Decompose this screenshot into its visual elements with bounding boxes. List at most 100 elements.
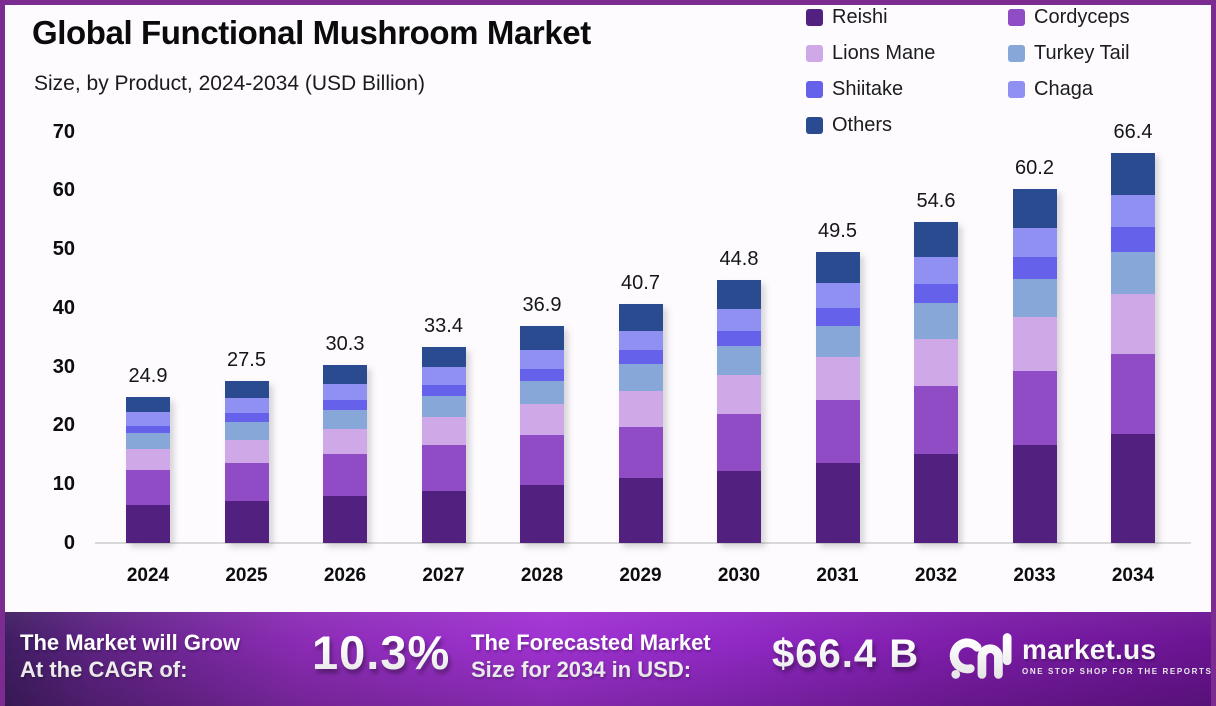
- y-axis-tick-0: 0: [63, 532, 75, 554]
- bar-segment-2028-reishi: [520, 484, 564, 543]
- bar-value-label-2030: 44.8: [719, 247, 759, 270]
- bar-value-label-2028: 36.9: [522, 294, 562, 317]
- bar-segment-2031-turkey-tail: [815, 325, 860, 358]
- bar-2029: [618, 303, 663, 543]
- bar-segment-2024-others: [126, 396, 170, 413]
- bar-segment-2026-lions-mane: [323, 429, 367, 455]
- bar-segment-2034-chaga: [1111, 195, 1155, 227]
- bar-segment-2027-chaga: [421, 367, 466, 385]
- bar-segment-2030-cordyceps: [717, 413, 761, 472]
- bar-segment-2026-chaga: [323, 383, 367, 400]
- bar-segment-2024-reishi: [126, 504, 170, 543]
- bar-2026: [323, 364, 367, 543]
- bar-segment-2032-lions-mane: [914, 338, 958, 387]
- legend-item-lions-mane: Lions Mane: [806, 42, 1008, 65]
- legend-item-turkey-tail: Turkey Tail: [1008, 42, 1130, 65]
- x-axis-label-2032: 2032: [914, 565, 958, 586]
- bar-segment-2031-others: [815, 252, 860, 284]
- legend-swatch-icon: [806, 45, 823, 62]
- y-axis-tick-30: 30: [52, 355, 75, 378]
- x-axis-label-2025: 2025: [225, 565, 268, 586]
- bar-segment-2025-others: [224, 381, 269, 399]
- bar-segment-2029-shiitake: [618, 350, 663, 365]
- bar-segment-2032-shiitake: [914, 283, 958, 304]
- bar-segment-2029-cordyceps: [618, 426, 663, 479]
- bar-value-label-2032: 54.6: [916, 190, 956, 213]
- x-axis-label-2031: 2031: [816, 565, 859, 586]
- bar-segment-2029-turkey-tail: [618, 364, 663, 392]
- brand-name: market.us: [1022, 633, 1157, 665]
- bar-segment-2030-turkey-tail: [717, 346, 761, 375]
- footer-banner: The Market will Grow At the CAGR of: 10.…: [0, 612, 1216, 706]
- bar-2031: [815, 252, 860, 543]
- bar-segment-2028-cordyceps: [520, 435, 564, 485]
- legend-item-cordyceps: Cordyceps: [1008, 6, 1130, 29]
- bar-segment-2029-others: [618, 303, 663, 331]
- x-axis-label-2034: 2034: [1111, 565, 1155, 586]
- legend-label: Reishi: [832, 6, 888, 28]
- bar-value-label-2034: 66.4: [1113, 120, 1153, 143]
- bar-2028: [520, 326, 564, 543]
- bar-2032: [914, 222, 958, 543]
- x-axis-label-2026: 2026: [323, 565, 367, 586]
- bar-segment-2028-others: [520, 326, 564, 350]
- bar-segment-2024-lions-mane: [126, 449, 170, 470]
- bar-value-label-2029: 40.7: [621, 271, 660, 294]
- bar-segment-2024-shiitake: [126, 425, 170, 434]
- bar-segment-2032-chaga: [914, 257, 958, 284]
- legend-item-shiitake: Shiitake: [806, 78, 1008, 101]
- legend-label: Others: [832, 114, 893, 136]
- bar-segment-2034-reishi: [1111, 433, 1155, 543]
- bar-2033: [1012, 189, 1057, 543]
- bar-segment-2027-reishi: [421, 490, 466, 543]
- bar-segment-2025-lions-mane: [224, 439, 269, 463]
- forecast-label-line2: Size for 2034 in USD:: [471, 657, 692, 682]
- x-axis-label-2027: 2027: [422, 565, 465, 586]
- bar-2025: [224, 381, 269, 543]
- cagr-label-line2: At the CAGR of:: [20, 657, 188, 682]
- bar-2024: [126, 396, 170, 543]
- bar-segment-2027-others: [421, 346, 466, 368]
- bar-segment-2024-chaga: [126, 412, 170, 426]
- bar-segment-2030-reishi: [717, 471, 761, 543]
- bar-segment-2033-cordyceps: [1012, 370, 1057, 445]
- bar-segment-2030-chaga: [717, 308, 761, 331]
- bar-segment-2032-turkey-tail: [914, 303, 958, 339]
- bar-segment-2031-chaga: [815, 283, 860, 308]
- chart-legend: Reishi Cordyceps Lions Mane Turkey Tail Shii…: [806, 6, 1130, 137]
- bar-segment-2032-others: [914, 222, 958, 258]
- bar-segment-2029-lions-mane: [618, 391, 663, 427]
- bar-segment-2032-reishi: [914, 454, 958, 543]
- x-axis-label-2029: 2029: [619, 565, 662, 586]
- legend-item-chaga: Chaga: [1008, 78, 1130, 101]
- x-axis-label-2028: 2028: [520, 565, 564, 586]
- y-axis-tick-60: 60: [52, 179, 75, 202]
- bar-segment-2025-shiitake: [224, 413, 269, 422]
- bar-segment-2030-others: [717, 279, 761, 309]
- bar-segment-2028-lions-mane: [520, 404, 564, 436]
- page-title: Global Functional Mushroom Market: [32, 14, 591, 51]
- bar-segment-2027-lions-mane: [421, 417, 466, 446]
- bar-segment-2034-cordyceps: [1111, 353, 1155, 434]
- legend-label: Lions Mane: [832, 42, 936, 64]
- bar-segment-2025-chaga: [224, 398, 269, 414]
- bar-segment-2025-turkey-tail: [224, 421, 269, 440]
- bar-segment-2026-shiitake: [323, 399, 367, 410]
- legend-label: Chaga: [1034, 78, 1093, 100]
- bar-segment-2026-reishi: [323, 496, 367, 543]
- bar-segment-2033-turkey-tail: [1012, 278, 1057, 318]
- x-axis-label-2024: 2024: [126, 565, 170, 586]
- marketus-logo: market.us ONE STOP SHOP FOR THE REPORTS: [948, 628, 1212, 682]
- legend-label: Cordyceps: [1034, 6, 1130, 28]
- bar-segment-2032-cordyceps: [914, 386, 958, 455]
- y-axis-tick-10: 10: [52, 473, 75, 496]
- bar-segment-2033-lions-mane: [1012, 317, 1057, 371]
- bar-segment-2028-chaga: [520, 349, 564, 369]
- bar-segment-2031-reishi: [815, 463, 860, 543]
- bar-segment-2034-turkey-tail: [1111, 251, 1155, 295]
- chart-subtitle: Size, by Product, 2024-2034 (USD Billion…: [34, 72, 426, 95]
- legend-swatch-icon: [1008, 9, 1025, 26]
- bar-value-label-2024: 24.9: [128, 364, 168, 387]
